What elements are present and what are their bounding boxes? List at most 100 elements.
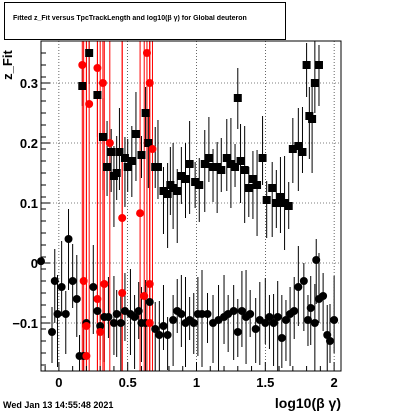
data-point-square [120,154,129,162]
data-point-square [107,148,116,156]
data-point-circle [130,313,139,321]
data-point-circle [246,310,255,318]
data-point-square [240,166,249,174]
data-point-circle [177,310,186,318]
data-point-red [105,139,114,147]
data-point-square [284,202,293,210]
data-point-square [141,109,150,117]
data-point-red [93,295,102,303]
y-tick-label: 0.2 [20,136,38,151]
data-point-square [272,199,281,207]
y-tick-label: 0.1 [20,196,38,211]
data-point-circle [169,316,178,324]
x-tick-label: 1 [193,375,200,390]
y-tick-label: 0 [31,256,38,271]
data-point-circle [151,325,160,333]
data-point-circle [294,283,303,291]
data-point-circle [89,283,98,291]
data-point-circle [145,298,154,306]
data-point-square [181,175,190,183]
data-point-square [144,139,153,147]
data-point-circle [310,319,319,327]
data-point-red [82,322,91,330]
plot-frame [40,40,342,372]
data-point-square [195,181,204,189]
data-point-circle [323,331,332,339]
data-point-square [115,148,124,156]
data-point-square [191,178,200,186]
data-point-circle [64,235,73,243]
data-point-square [98,133,107,141]
data-point-square [177,172,186,180]
data-point-square [258,154,267,162]
data-point-red [118,289,127,297]
data-point-square [131,130,140,138]
data-point-red [93,64,102,72]
data-point-square [294,142,303,150]
data-point-square [308,115,317,123]
data-points [37,49,339,360]
axis-ticks [41,52,335,371]
data-point-red [145,319,154,327]
data-point-square [159,187,168,195]
x-tick-label: 2 [331,375,338,390]
data-point-square [103,163,112,171]
data-point-red [148,145,157,153]
data-point-square [268,184,277,192]
data-point-circle [50,277,59,285]
data-point-square [137,151,146,159]
data-point-square [233,94,242,102]
data-point-square [78,82,87,90]
data-point-square [127,157,136,165]
data-point-circle [273,313,282,321]
data-point-square [226,160,235,168]
data-point-square [314,61,323,69]
data-point-square [236,157,245,165]
y-axis-label: z_Fit [0,50,15,80]
data-point-square [248,175,257,183]
data-point-square [310,79,319,87]
data-point-circle [109,319,118,327]
data-point-circle [229,307,238,315]
data-point-square [213,163,222,171]
x-tick-label: 0.5 [119,375,137,390]
data-point-circle [48,328,57,336]
data-point-square [298,148,307,156]
data-point-circle [96,322,105,330]
data-point-circle [203,310,212,318]
data-point-circle [269,319,278,327]
data-point-circle [189,319,198,327]
data-point-square [85,49,94,57]
data-point-square [209,163,218,171]
data-point-red [142,49,151,57]
data-point-red [145,280,154,288]
data-point-circle [306,304,315,312]
data-point-red [140,292,149,300]
data-point-square [302,61,311,69]
data-point-circle [303,316,312,324]
data-point-square [231,163,240,171]
data-point-circle [93,307,102,315]
chart-title-box: Fitted z_Fit versus TpcTrackLength and l… [4,2,286,40]
data-point-red [78,61,87,69]
x-tick-label: 1.5 [256,375,274,390]
data-point-square [112,169,121,177]
chart-title: Fitted z_Fit versus TpcTrackLength and l… [13,15,247,22]
data-point-square [262,196,271,204]
data-point-circle [163,331,172,339]
data-point-red [79,277,88,285]
data-point-circle [116,319,125,327]
data-point-circle [134,307,143,315]
data-point-circle [281,316,290,324]
data-point-circle [237,307,246,315]
data-point-square [163,190,172,198]
data-point-circle [104,313,113,321]
data-point-circle [299,277,308,285]
data-point-square [244,184,253,192]
y-tick-label: 0.3 [20,76,38,91]
datestamp: Wed Jan 13 14:55:48 2021 [3,400,114,410]
data-point-circle [251,325,260,333]
y-tick-label: −0.1 [12,316,38,331]
data-point-circle [277,334,286,342]
